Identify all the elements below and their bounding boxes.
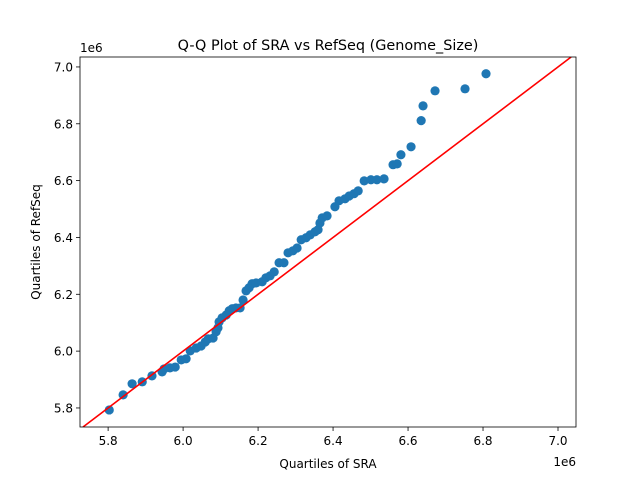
data-point: [460, 84, 470, 94]
y-tick-label: 7.0: [54, 60, 73, 74]
x-offset-label: 1e6: [553, 455, 576, 469]
data-point: [322, 211, 332, 221]
y-axis: 5.8 6.0 6.2 6.4 6.6 6.8 7.0: [54, 60, 80, 415]
x-tick-label: 6.0: [174, 434, 193, 448]
y-tick-label: 6.4: [54, 231, 73, 245]
x-tick-label: 6.8: [473, 434, 492, 448]
data-point: [269, 267, 279, 277]
x-tick-label: 5.8: [99, 434, 118, 448]
axes-frame: [79, 56, 577, 428]
x-tick-label: 6.6: [398, 434, 417, 448]
y-axis-label: Quartiles of RefSeq: [29, 184, 43, 300]
plot-area: [82, 57, 572, 427]
data-point: [104, 405, 114, 415]
x-axis-label: Quartiles of SRA: [279, 457, 377, 471]
y-tick-label: 5.8: [54, 401, 73, 415]
x-tick-label: 6.4: [324, 434, 343, 448]
data-point: [430, 86, 440, 96]
chart-title: Q-Q Plot of SRA vs RefSeq (Genome_Size): [178, 38, 479, 54]
data-point: [279, 258, 289, 268]
y-tick-label: 6.8: [54, 117, 73, 131]
data-point: [406, 142, 416, 152]
data-point: [238, 295, 248, 305]
data-point: [379, 174, 389, 184]
data-point: [118, 390, 128, 400]
data-point: [372, 175, 382, 185]
data-point: [481, 69, 491, 79]
data-point: [418, 101, 428, 111]
x-axis: 5.8 6.0 6.2 6.4 6.6 6.8 7.0: [99, 427, 568, 448]
y-tick-label: 6.6: [54, 174, 73, 188]
x-tick-label: 7.0: [548, 434, 567, 448]
data-point: [392, 159, 402, 169]
data-point: [127, 379, 137, 389]
data-point: [292, 243, 302, 253]
data-point: [353, 186, 363, 196]
x-tick-label: 6.2: [249, 434, 268, 448]
y-tick-label: 6.2: [54, 288, 73, 302]
data-point: [416, 116, 426, 126]
y-offset-label: 1e6: [80, 41, 103, 55]
reference-line: [82, 57, 572, 427]
data-point: [170, 362, 180, 372]
y-tick-label: 6.0: [54, 345, 73, 359]
data-point: [181, 354, 191, 364]
data-point: [396, 150, 406, 160]
